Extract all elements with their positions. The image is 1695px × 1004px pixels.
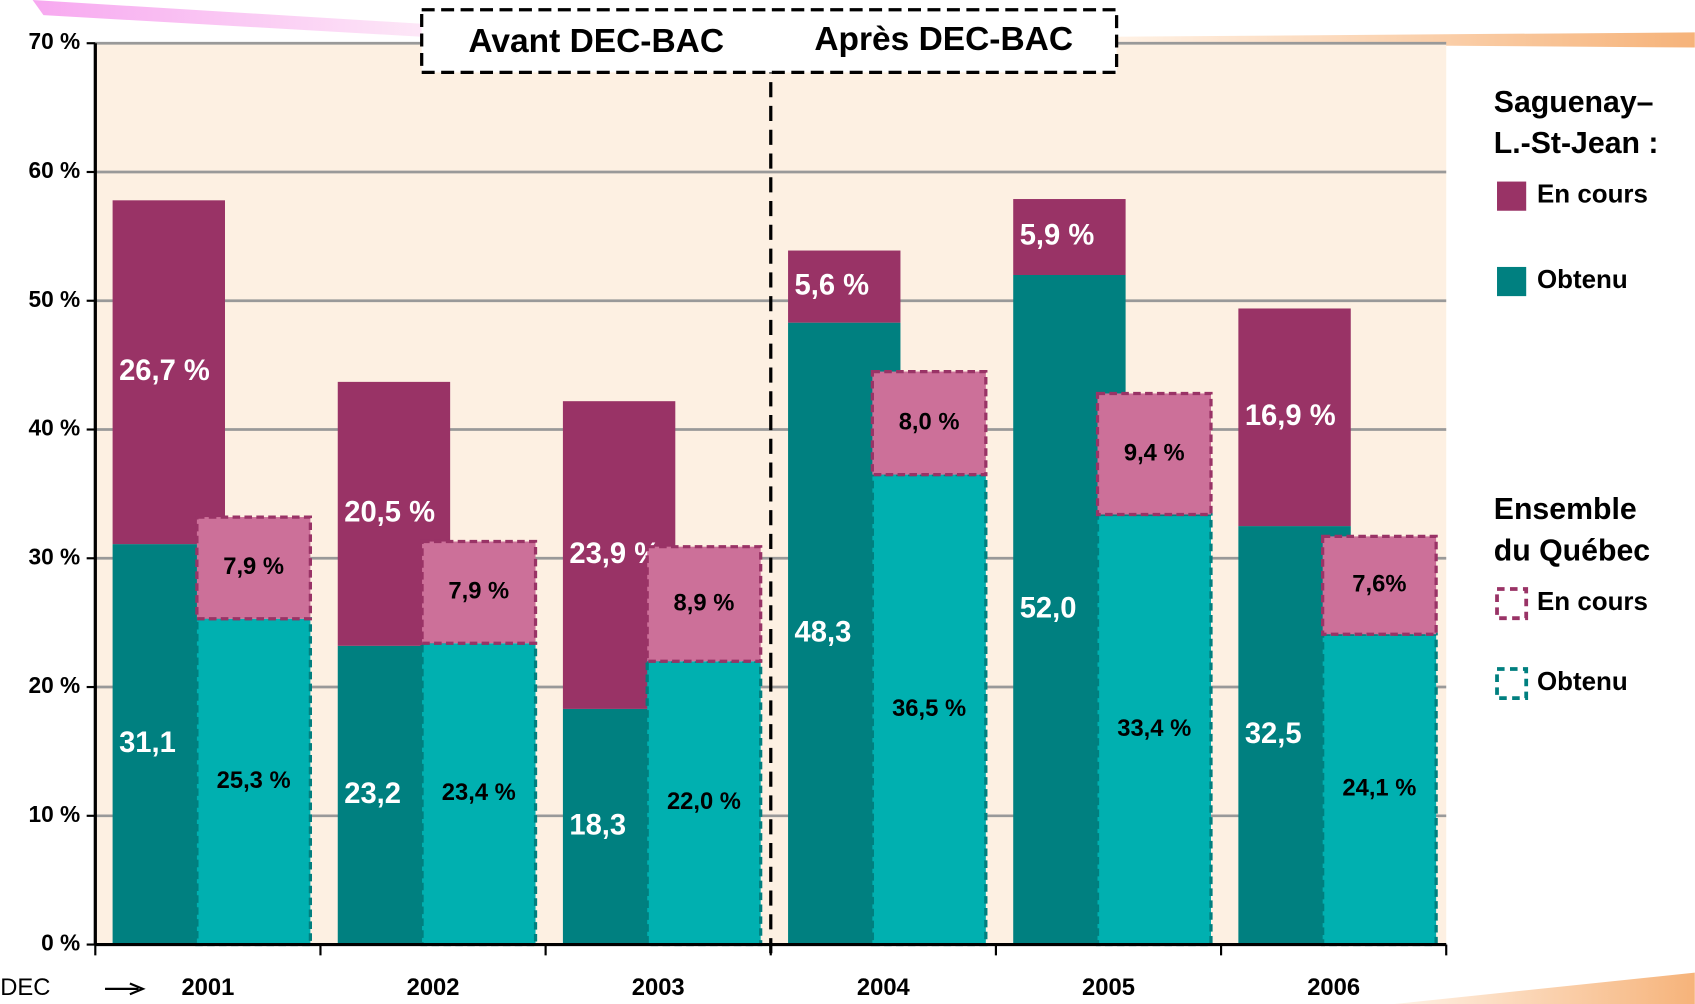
y-tick-label: 50 % <box>28 286 80 312</box>
data-label: 16,9 % <box>1245 400 1336 432</box>
bar-segment <box>870 369 988 477</box>
y-tick-label: 10 % <box>28 801 80 827</box>
data-label: 8,0 % <box>899 408 960 435</box>
data-label: 36,5 % <box>892 695 966 722</box>
legend-label: En cours <box>1537 588 1648 616</box>
x-tick-label: 2001 <box>181 974 234 1001</box>
decor-swoosh <box>1394 972 1695 1004</box>
bar-segment <box>112 200 225 545</box>
legend-title: Saguenay– <box>1494 86 1654 119</box>
data-label: 23,2 <box>344 778 401 810</box>
data-label: 7,6% <box>1352 571 1406 598</box>
data-label: 23,4 % <box>442 779 516 806</box>
legend-label: Obtenu <box>1537 668 1628 696</box>
bar-segment <box>195 617 312 947</box>
bar-segment <box>1238 308 1351 527</box>
y-tick-label: 70 % <box>28 28 80 54</box>
data-label: 24,1 % <box>1342 775 1416 802</box>
bar-segment <box>1321 534 1438 636</box>
legend-label: Obtenu <box>1537 266 1628 294</box>
x-tick-label: 2006 <box>1307 974 1360 1001</box>
y-tick-label: 60 % <box>28 157 80 183</box>
data-label: 7,9 % <box>448 578 509 605</box>
y-tick-label: 30 % <box>28 543 80 569</box>
data-label: 26,7 % <box>119 355 210 387</box>
bar-segment <box>645 545 763 663</box>
decor-swoosh <box>32 0 422 37</box>
legend-swatch <box>1495 667 1529 701</box>
plot: 0 % 10 % 20 % 30 % 40 % 50 % 60 % 70 % 31,1 26,7 … <box>28 8 1659 1001</box>
bar-segment <box>1095 391 1213 517</box>
data-label: 31,1 <box>119 727 176 759</box>
data-label: 5,9 % <box>1020 220 1095 252</box>
data-label: 52,0 <box>1020 592 1077 624</box>
legend-title: du Québec <box>1494 534 1650 567</box>
legend-label: En cours <box>1537 180 1648 208</box>
data-label: 5,6 % <box>795 269 870 301</box>
bar-segment <box>420 641 538 947</box>
data-label: 18,3 <box>569 809 626 841</box>
period-label: Après DEC-BAC <box>814 21 1073 58</box>
arrow <box>105 982 146 996</box>
data-label: 7,9 % <box>223 553 284 580</box>
bar-segment <box>420 539 538 645</box>
x-tick-label: 2005 <box>1082 974 1135 1001</box>
x-tick-label: 2002 <box>407 974 460 1001</box>
legend-title: Ensemble <box>1494 493 1637 526</box>
legend-swatch <box>1497 266 1527 297</box>
bar-segment <box>788 250 901 323</box>
legend-swatch <box>1497 181 1527 211</box>
legend-swatch <box>1495 587 1529 621</box>
data-label: 22,0 % <box>667 788 741 815</box>
y-tick-label: 40 % <box>28 415 80 441</box>
data-label: 33,4 % <box>1117 715 1191 742</box>
x-tick-label: 2004 <box>857 974 911 1001</box>
legend-title: L.-St-Jean : <box>1494 127 1659 160</box>
data-label: 20,5 % <box>344 497 435 529</box>
bar-segment <box>1013 199 1126 275</box>
x-axis-prefix: DEC <box>0 974 50 1001</box>
data-label: 32,5 <box>1245 718 1302 750</box>
period-box <box>420 8 1119 75</box>
x-tick-label: 2003 <box>632 974 685 1001</box>
bar-segment <box>1095 512 1213 947</box>
period-label: Avant DEC-BAC <box>468 23 724 60</box>
y-tick-label: 0 % <box>41 930 80 956</box>
y-tick-label: 20 % <box>28 672 80 698</box>
data-label: 48,3 <box>795 616 852 648</box>
data-label: 23,9 % <box>569 538 660 570</box>
data-label: 25,3 % <box>217 767 291 794</box>
bar-segment <box>870 472 988 947</box>
data-label: 8,9 % <box>674 589 735 616</box>
data-label: 9,4 % <box>1124 439 1185 466</box>
bar-segment <box>195 515 312 621</box>
